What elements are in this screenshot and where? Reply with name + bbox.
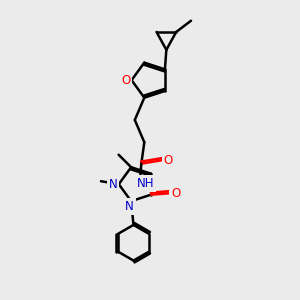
Text: O: O [171,187,180,200]
Text: O: O [164,154,173,166]
Text: N: N [125,200,134,213]
Text: NH: NH [136,177,154,190]
Text: N: N [109,178,117,191]
Text: O: O [122,74,131,87]
